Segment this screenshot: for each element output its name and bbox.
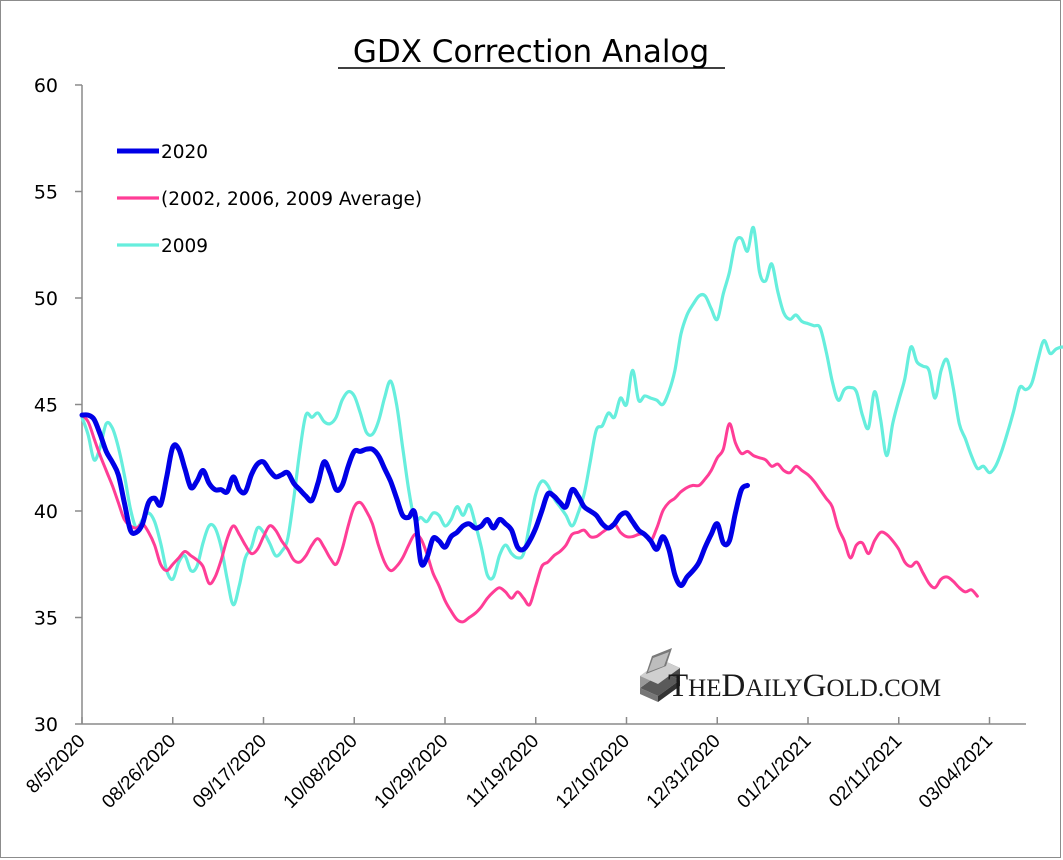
x-tick-label: 03/04/2021 [915, 731, 997, 813]
y-tick-label: 45 [34, 395, 58, 417]
x-tick-label: 12/10/2020 [552, 731, 634, 813]
x-tick-label: 02/11/2021 [825, 731, 906, 812]
y-tick-label: 50 [34, 288, 58, 310]
y-tick-label: 60 [34, 75, 58, 97]
x-tick-label: 12/31/2020 [643, 731, 725, 813]
watermark-text: THEDAILYGOLD.COM [668, 668, 941, 704]
legend: 2020 (2002, 2006, 2009 Average) 2009 [117, 142, 422, 257]
legend-label: (2002, 2006, 2009 Average) [161, 189, 422, 210]
series-line-2020 [79, 412, 750, 588]
series-line-2009 [80, 226, 1063, 607]
y-axis-ticks: 30 35 40 45 50 55 60 [34, 75, 82, 736]
watermark: THEDAILYGOLD.COM [640, 648, 941, 704]
legend-label: 2020 [161, 142, 208, 163]
series-group [79, 226, 1063, 624]
chart-title: GDX Correction Analog [353, 34, 709, 70]
y-tick-label: 55 [34, 182, 58, 204]
x-tick-label: 01/21/2021 [733, 731, 815, 813]
gold-bar-logo-icon [640, 648, 680, 702]
legend-label: 2009 [161, 236, 208, 257]
x-tick-label: 10/29/2020 [370, 731, 452, 813]
y-tick-label: 30 [34, 714, 58, 736]
x-axis-ticks: 8/5/2020 08/26/2020 09/17/2020 10/08/2020 10… [22, 717, 997, 813]
x-tick-label: 8/5/2020 [22, 731, 89, 798]
axes [81, 85, 1026, 725]
x-tick-label: 08/26/2020 [98, 731, 180, 813]
y-tick-label: 35 [34, 608, 58, 630]
series-line-2002-2006-2009-average [80, 413, 979, 624]
x-tick-label: 11/19/2020 [462, 731, 543, 812]
y-tick-label: 40 [34, 501, 58, 523]
x-tick-label: 10/08/2020 [280, 731, 362, 813]
x-tick-label: 09/17/2020 [189, 731, 271, 813]
